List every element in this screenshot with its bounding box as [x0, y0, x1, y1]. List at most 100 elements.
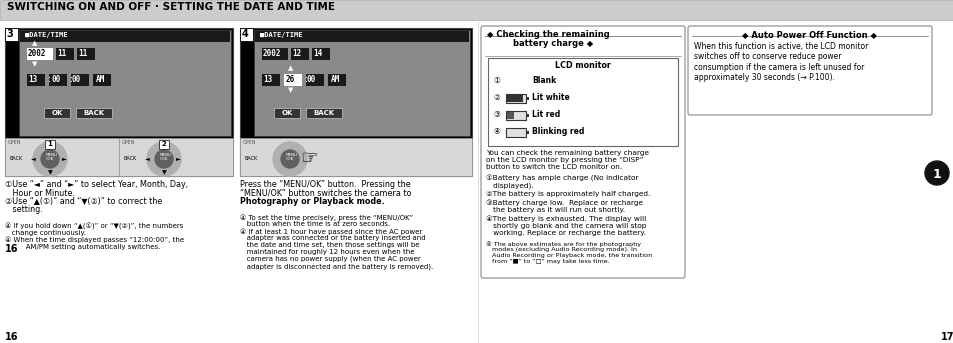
Bar	[291, 48, 309, 60]
Text: ②The battery is approximately half charged.: ②The battery is approximately half charg…	[485, 191, 650, 197]
Bar	[0, 0, 953, 20]
Text: 00: 00	[71, 75, 81, 84]
Bar	[0, 20, 477, 343]
Text: 14: 14	[313, 49, 322, 58]
Bar	[240, 138, 472, 176]
Text: 16: 16	[5, 244, 18, 253]
Text: ▲: ▲	[288, 65, 294, 71]
Bar	[328, 74, 346, 86]
Text: 2002: 2002	[28, 49, 47, 58]
Text: displayed).: displayed).	[485, 182, 533, 189]
Text: maintained for roughly 12 hours even when the: maintained for roughly 12 hours even whe…	[240, 249, 414, 255]
Bar	[77, 48, 95, 60]
Circle shape	[154, 150, 172, 168]
Text: button when the time is at zero seconds.: button when the time is at zero seconds.	[240, 221, 390, 227]
Text: 2002: 2002	[263, 49, 281, 58]
Bar	[312, 48, 330, 60]
Text: 12: 12	[292, 49, 301, 58]
Text: OK: OK	[51, 110, 63, 116]
Text: ④ To set the time precisely, press the “MENU/OK”: ④ To set the time precisely, press the “…	[240, 214, 413, 221]
Text: When this function is active, the LCD monitor
switches off to conserve reduce po: When this function is active, the LCD mo…	[693, 42, 867, 82]
Bar	[254, 31, 469, 42]
Text: BACK: BACK	[124, 156, 137, 161]
Text: 1: 1	[932, 168, 941, 181]
Bar	[5, 28, 233, 176]
Bar	[119, 138, 233, 176]
Text: ◄: ◄	[145, 156, 150, 161]
Text: 4: 4	[241, 29, 248, 39]
Text: 00: 00	[307, 75, 315, 84]
Bar	[506, 112, 514, 119]
Bar	[477, 20, 953, 343]
Text: ①: ①	[493, 76, 499, 85]
Text: ▼: ▼	[288, 87, 294, 93]
Text: ►: ►	[62, 156, 67, 161]
Bar	[306, 74, 324, 86]
Text: 2: 2	[161, 141, 166, 147]
Text: :: :	[68, 75, 72, 84]
Text: ◆ Checking the remaining: ◆ Checking the remaining	[486, 30, 609, 39]
Bar	[56, 48, 74, 60]
Text: Lit white: Lit white	[532, 93, 569, 102]
Text: 26: 26	[286, 75, 294, 84]
Text: 17: 17	[940, 332, 953, 342]
Bar	[262, 74, 280, 86]
Bar	[5, 28, 18, 41]
Text: the battery as it will run out shortly.: the battery as it will run out shortly.	[485, 207, 624, 213]
Text: AM: AM	[96, 75, 105, 84]
Text: MENU
/OK: MENU /OK	[286, 153, 297, 161]
Text: working. Replace or recharge the battery.: working. Replace or recharge the battery…	[485, 230, 645, 237]
Bar	[506, 95, 522, 102]
Text: ☞: ☞	[299, 149, 317, 168]
Bar	[76, 108, 112, 118]
Bar	[505, 128, 525, 137]
Text: ■DATE/TIME: ■DATE/TIME	[260, 32, 302, 38]
Text: ③: ③	[493, 110, 499, 119]
Text: ▼: ▼	[48, 170, 52, 175]
Bar	[92, 74, 111, 86]
Circle shape	[41, 150, 59, 168]
Text: AM: AM	[331, 75, 340, 84]
Text: ③Battery charge low.  Replace or recharge: ③Battery charge low. Replace or recharge	[485, 200, 642, 206]
Text: ④: ④	[493, 127, 499, 136]
Bar	[19, 30, 231, 136]
Circle shape	[147, 142, 181, 176]
Text: ④ The above estimates are for the photography
   modes (excluding Audio Recordin: ④ The above estimates are for the photog…	[485, 241, 652, 264]
Bar	[45, 140, 55, 149]
Bar	[525, 97, 529, 100]
Text: camera has no power supply (when the AC power: camera has no power supply (when the AC …	[240, 256, 420, 262]
Text: AM/PM setting automatically switches.: AM/PM setting automatically switches.	[19, 244, 160, 249]
Text: LCD monitor: LCD monitor	[555, 61, 610, 70]
Text: 13: 13	[263, 75, 272, 84]
Text: Blinking red: Blinking red	[532, 127, 584, 136]
Text: 16: 16	[5, 332, 18, 342]
Text: Photography or Playback mode.: Photography or Playback mode.	[240, 197, 384, 206]
Text: ④ If at least 1 hour have passed since the AC power: ④ If at least 1 hour have passed since t…	[240, 228, 422, 235]
Bar	[27, 48, 53, 60]
Bar	[253, 30, 470, 136]
Text: ④ When the time displayed passes “12:00:00”, the: ④ When the time displayed passes “12:00:…	[5, 237, 184, 243]
Text: BACK: BACK	[10, 156, 23, 161]
Text: battery charge ◆: battery charge ◆	[513, 39, 593, 48]
Text: OPEN: OPEN	[122, 140, 135, 145]
Text: ▲: ▲	[162, 140, 167, 145]
Text: ◆ Auto Power Off Function ◆: ◆ Auto Power Off Function ◆	[741, 30, 877, 39]
Bar	[262, 48, 288, 60]
Text: ◄: ◄	[30, 156, 35, 161]
Bar	[71, 74, 89, 86]
Bar	[488, 58, 678, 146]
Text: Lit red: Lit red	[532, 110, 559, 119]
Text: ▲: ▲	[48, 140, 52, 145]
Text: ④The battery is exhausted. The display will: ④The battery is exhausted. The display w…	[485, 215, 645, 222]
Text: ■DATE/TIME: ■DATE/TIME	[25, 32, 68, 38]
Bar	[525, 114, 529, 117]
Text: 00: 00	[52, 75, 61, 84]
Text: :: :	[281, 75, 285, 84]
Bar	[505, 111, 525, 120]
Text: change continuously.: change continuously.	[5, 229, 86, 236]
Text: adapter is disconnected and the battery is removed).: adapter is disconnected and the battery …	[240, 263, 433, 270]
Text: ①Battery has ample charge (No indicator: ①Battery has ample charge (No indicator	[485, 175, 638, 182]
Text: BACK: BACK	[83, 110, 105, 116]
Text: MENU
/OK: MENU /OK	[46, 153, 58, 161]
Text: OK: OK	[281, 110, 293, 116]
